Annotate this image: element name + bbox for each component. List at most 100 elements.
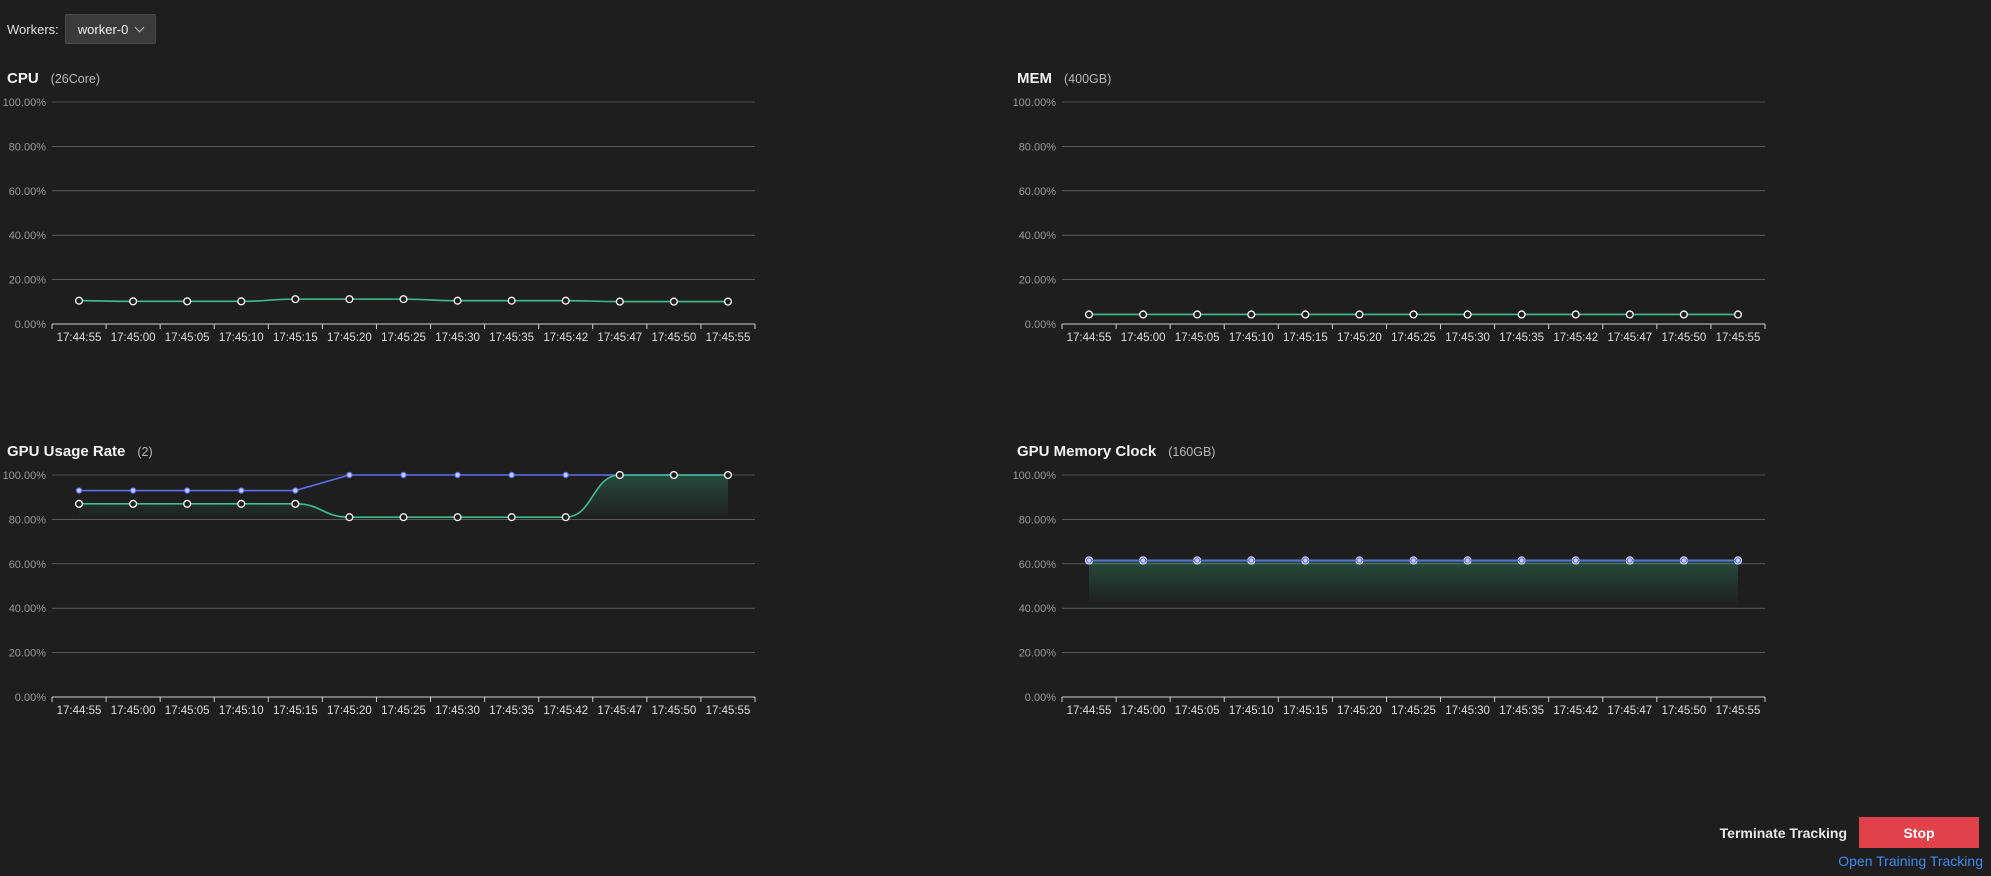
x-tick-label: 17:45:30 <box>1445 332 1490 344</box>
x-tick-label: 17:45:10 <box>1229 705 1274 717</box>
y-tick-label: 60.00% <box>9 186 47 198</box>
x-tick-label: 17:45:15 <box>273 705 318 717</box>
x-tick-label: 17:45:50 <box>1662 332 1707 344</box>
mem-subtitle: (400GB) <box>1064 72 1112 86</box>
gpu-usage-chart: 0.00% 20.00% 40.00% 60.00% 80.00% 100.00% 17:4… <box>3 470 756 717</box>
data-point <box>183 297 192 306</box>
x-tick-label: 17:45:25 <box>381 332 426 344</box>
gpu-memory-title: GPU Memory Clock <box>1017 443 1157 460</box>
data-point <box>1410 557 1417 564</box>
open-training-tracking-link[interactable]: Open Training Tracking <box>1838 853 1983 869</box>
x-tick-label: 17:45:20 <box>1337 705 1382 717</box>
x-tick-label: 17:44:55 <box>57 332 102 344</box>
x-tick-label: 17:44:55 <box>1067 705 1112 717</box>
data-point <box>1301 310 1310 319</box>
mem-panel: MEM (400GB) 0.00% 20.00% 40.00% 60.00% 80.00… <box>1013 70 1972 410</box>
x-tick-label: 17:45:15 <box>1283 332 1328 344</box>
data-point <box>1084 310 1094 319</box>
cpu-title: CPU <box>7 70 39 87</box>
y-tick-label: 80.00% <box>1019 514 1057 526</box>
x-tick-label: 17:45:35 <box>1499 332 1544 344</box>
x-tick-label: 17:45:50 <box>1662 705 1707 717</box>
data-point <box>1085 557 1093 564</box>
x-tick-label: 17:45:35 <box>489 332 534 344</box>
x-tick-label: 17:45:35 <box>489 705 534 717</box>
gpu-memory-panel: GPU Memory Clock (160GB) 0.00% 20.00% 40.0… <box>1013 443 1972 783</box>
x-tick-label: 17:45:42 <box>543 332 588 344</box>
series-area <box>1089 560 1738 697</box>
data-point <box>453 513 462 522</box>
data-point <box>1626 557 1634 564</box>
stop-button[interactable]: Stop <box>1859 817 1979 848</box>
data-point <box>615 470 624 480</box>
x-tick-label: 17:44:55 <box>57 705 102 717</box>
data-point <box>1679 310 1688 319</box>
x-tick-label: 17:45:42 <box>1553 332 1598 344</box>
x-tick-label: 17:45:10 <box>219 332 264 344</box>
data-point <box>454 471 461 479</box>
y-tick-label: 60.00% <box>1019 186 1057 198</box>
data-point <box>508 471 515 479</box>
data-point <box>615 297 624 306</box>
data-point <box>129 487 137 494</box>
data-point <box>399 295 408 304</box>
gpu-memory-chart: 0.00% 20.00% 40.00% 60.00% 80.00% 100.00% 17:4… <box>1013 470 1766 717</box>
y-tick-label: 20.00% <box>9 275 47 287</box>
data-point <box>1680 557 1688 564</box>
x-tick-label: 17:45:15 <box>1283 705 1328 717</box>
data-point <box>1302 557 1309 564</box>
data-point <box>1517 310 1526 319</box>
data-point <box>1356 557 1363 564</box>
data-point <box>399 513 408 522</box>
x-tick-label: 17:45:05 <box>1175 705 1220 717</box>
x-tick-label: 17:45:47 <box>1607 332 1652 344</box>
cpu-panel: CPU (26Core) 0.00% 20.00% 40.00% 60.00% 80.0… <box>3 70 962 410</box>
data-point <box>1572 557 1579 564</box>
data-point <box>1193 310 1202 319</box>
data-point <box>238 487 245 494</box>
y-tick-label: 0.00% <box>1025 319 1056 331</box>
x-tick-label: 17:45:10 <box>1229 332 1274 344</box>
data-point <box>1518 557 1525 564</box>
data-point <box>1193 557 1201 564</box>
y-tick-label: 20.00% <box>1019 648 1057 660</box>
data-point <box>669 470 678 480</box>
x-tick-label: 17:45:30 <box>1445 705 1490 717</box>
x-tick-label: 17:45:50 <box>652 332 697 344</box>
data-point <box>183 499 192 508</box>
data-point <box>562 471 569 479</box>
gpu-usage-subtitle: (2) <box>137 445 153 459</box>
mem-chart: 0.00% 20.00% 40.00% 60.00% 80.00% 100.00% 17:4… <box>1013 97 1766 344</box>
data-point <box>292 487 299 494</box>
data-point <box>1355 310 1364 319</box>
data-point <box>291 295 300 304</box>
mem-title: MEM <box>1017 70 1052 87</box>
y-tick-label: 40.00% <box>9 230 47 242</box>
data-point <box>291 499 300 508</box>
data-point <box>669 297 678 306</box>
y-tick-label: 80.00% <box>1019 141 1057 153</box>
x-tick-label: 17:45:25 <box>1391 332 1436 344</box>
workers-label: Workers: <box>7 21 59 37</box>
y-tick-label: 20.00% <box>9 648 47 660</box>
data-point <box>400 471 407 479</box>
data-point <box>345 513 354 522</box>
x-tick-label: 17:45:00 <box>111 705 156 717</box>
data-point <box>1409 310 1418 319</box>
y-tick-label: 60.00% <box>9 559 47 571</box>
x-tick-label: 17:45:30 <box>435 332 480 344</box>
data-point <box>1464 557 1471 564</box>
x-tick-label: 17:45:20 <box>1337 332 1382 344</box>
x-tick-label: 17:45:55 <box>706 332 751 344</box>
y-tick-label: 60.00% <box>1019 559 1057 571</box>
data-point <box>237 297 246 306</box>
y-tick-label: 100.00% <box>3 97 47 109</box>
x-tick-label: 17:45:05 <box>165 705 210 717</box>
data-point <box>345 295 354 304</box>
y-tick-label: 100.00% <box>1013 97 1057 109</box>
worker-select-value: worker-0 <box>77 21 129 37</box>
worker-select[interactable]: worker-0 <box>64 14 157 44</box>
data-point <box>561 513 570 522</box>
x-tick-label: 17:45:00 <box>1121 332 1166 344</box>
